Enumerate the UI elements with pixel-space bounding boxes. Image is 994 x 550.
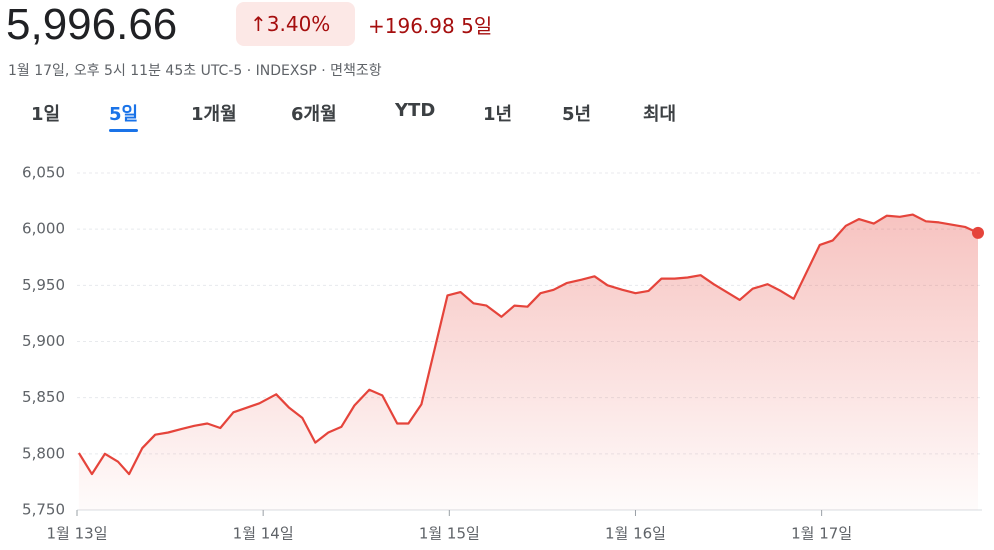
tab[interactable]: 5일 (109, 100, 139, 132)
tab[interactable]: 6개월 (291, 104, 337, 125)
arrow-icon: ↑ (250, 12, 267, 36)
meta: 1월 17일, 오후 5시 11분 45초 UTC-5 · INDEXSP · … (8, 63, 382, 79)
y-tick-label: 6,000 (22, 220, 65, 238)
y-tick-label: 5,800 (22, 444, 65, 462)
y-tick-label: 6,050 (22, 164, 65, 182)
y-tick-label: 5,900 (22, 332, 65, 350)
tab[interactable]: 1일 (31, 104, 61, 125)
x-tick-label: 1월 17일 (791, 525, 852, 543)
line (77, 213, 979, 476)
change-pct: 3.40% (266, 12, 331, 36)
change-period: 5일 (461, 14, 493, 38)
x-tick-label: 1월 16일 (605, 525, 666, 543)
tab[interactable]: YTD (395, 100, 436, 121)
tab[interactable]: 1년 (483, 104, 513, 125)
price: 5,996.66 (6, 0, 178, 49)
end-dot (972, 226, 984, 239)
x-tick-label: 1월 13일 (47, 525, 108, 543)
tab[interactable]: 최대 (643, 104, 677, 125)
change-pill: ↑3.40% (236, 2, 355, 46)
y-tick-label: 5,850 (22, 388, 65, 406)
y-tick-label: 5,750 (22, 501, 65, 519)
tab[interactable]: 1개월 (191, 104, 237, 125)
area (78, 214, 978, 510)
y-tick-label: 5,950 (22, 276, 65, 294)
change-abs: +196.98 (368, 14, 455, 38)
tab[interactable]: 5년 (562, 104, 592, 125)
x-tick-label: 1월 14일 (233, 525, 294, 543)
change-abs-row: +196.98 5일 (368, 10, 492, 39)
x-tick-label: 1월 15일 (419, 525, 480, 543)
